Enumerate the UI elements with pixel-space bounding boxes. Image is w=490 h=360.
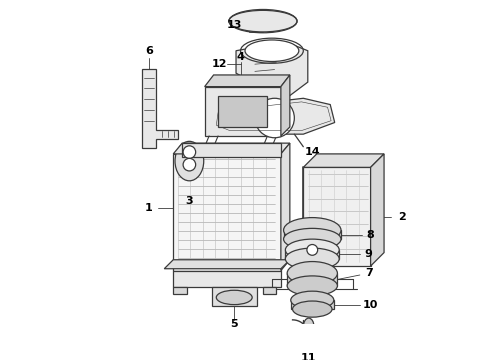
Ellipse shape bbox=[287, 262, 338, 285]
Text: 10: 10 bbox=[363, 300, 378, 310]
Text: 14: 14 bbox=[304, 147, 320, 157]
Ellipse shape bbox=[285, 248, 339, 270]
Text: 9: 9 bbox=[365, 249, 373, 259]
Bar bbox=[173, 154, 281, 270]
Ellipse shape bbox=[291, 291, 334, 309]
Bar bbox=[173, 270, 281, 287]
Text: 11: 11 bbox=[301, 354, 317, 360]
Text: 7: 7 bbox=[365, 268, 373, 278]
Ellipse shape bbox=[245, 40, 299, 62]
Polygon shape bbox=[214, 98, 335, 134]
Polygon shape bbox=[164, 260, 290, 269]
Bar bbox=[284, 230, 341, 239]
Polygon shape bbox=[303, 154, 384, 167]
Circle shape bbox=[183, 146, 196, 158]
Polygon shape bbox=[236, 42, 308, 96]
Ellipse shape bbox=[216, 290, 252, 305]
Ellipse shape bbox=[285, 239, 339, 261]
Ellipse shape bbox=[284, 228, 341, 250]
Text: 8: 8 bbox=[367, 230, 374, 240]
Text: 12: 12 bbox=[212, 59, 228, 69]
Polygon shape bbox=[263, 287, 276, 294]
Text: 6: 6 bbox=[145, 46, 153, 56]
Polygon shape bbox=[173, 143, 290, 154]
Polygon shape bbox=[173, 287, 187, 294]
Text: 3: 3 bbox=[186, 195, 193, 206]
Bar bbox=[287, 273, 338, 286]
Text: 2: 2 bbox=[398, 212, 406, 222]
Bar bbox=[218, 96, 268, 127]
Circle shape bbox=[255, 98, 294, 138]
Bar bbox=[212, 287, 257, 306]
Bar bbox=[285, 250, 339, 259]
Circle shape bbox=[183, 158, 196, 171]
Circle shape bbox=[307, 244, 318, 255]
Ellipse shape bbox=[303, 318, 314, 336]
Bar bbox=[291, 300, 334, 309]
Ellipse shape bbox=[287, 276, 338, 296]
Polygon shape bbox=[370, 154, 384, 266]
Bar bbox=[303, 167, 370, 266]
Polygon shape bbox=[142, 69, 178, 148]
Bar bbox=[205, 87, 281, 136]
Ellipse shape bbox=[293, 301, 332, 317]
Polygon shape bbox=[281, 143, 290, 270]
Polygon shape bbox=[281, 75, 290, 136]
Polygon shape bbox=[205, 75, 290, 87]
Ellipse shape bbox=[284, 217, 341, 243]
Ellipse shape bbox=[175, 141, 204, 181]
Text: 5: 5 bbox=[230, 319, 238, 329]
Text: 1: 1 bbox=[145, 203, 153, 213]
Ellipse shape bbox=[229, 10, 297, 32]
Text: 4: 4 bbox=[237, 52, 245, 62]
Text: 13: 13 bbox=[226, 20, 242, 30]
Bar bbox=[182, 143, 281, 157]
